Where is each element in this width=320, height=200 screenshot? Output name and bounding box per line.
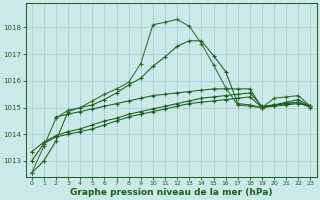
X-axis label: Graphe pression niveau de la mer (hPa): Graphe pression niveau de la mer (hPa) [70,188,272,197]
